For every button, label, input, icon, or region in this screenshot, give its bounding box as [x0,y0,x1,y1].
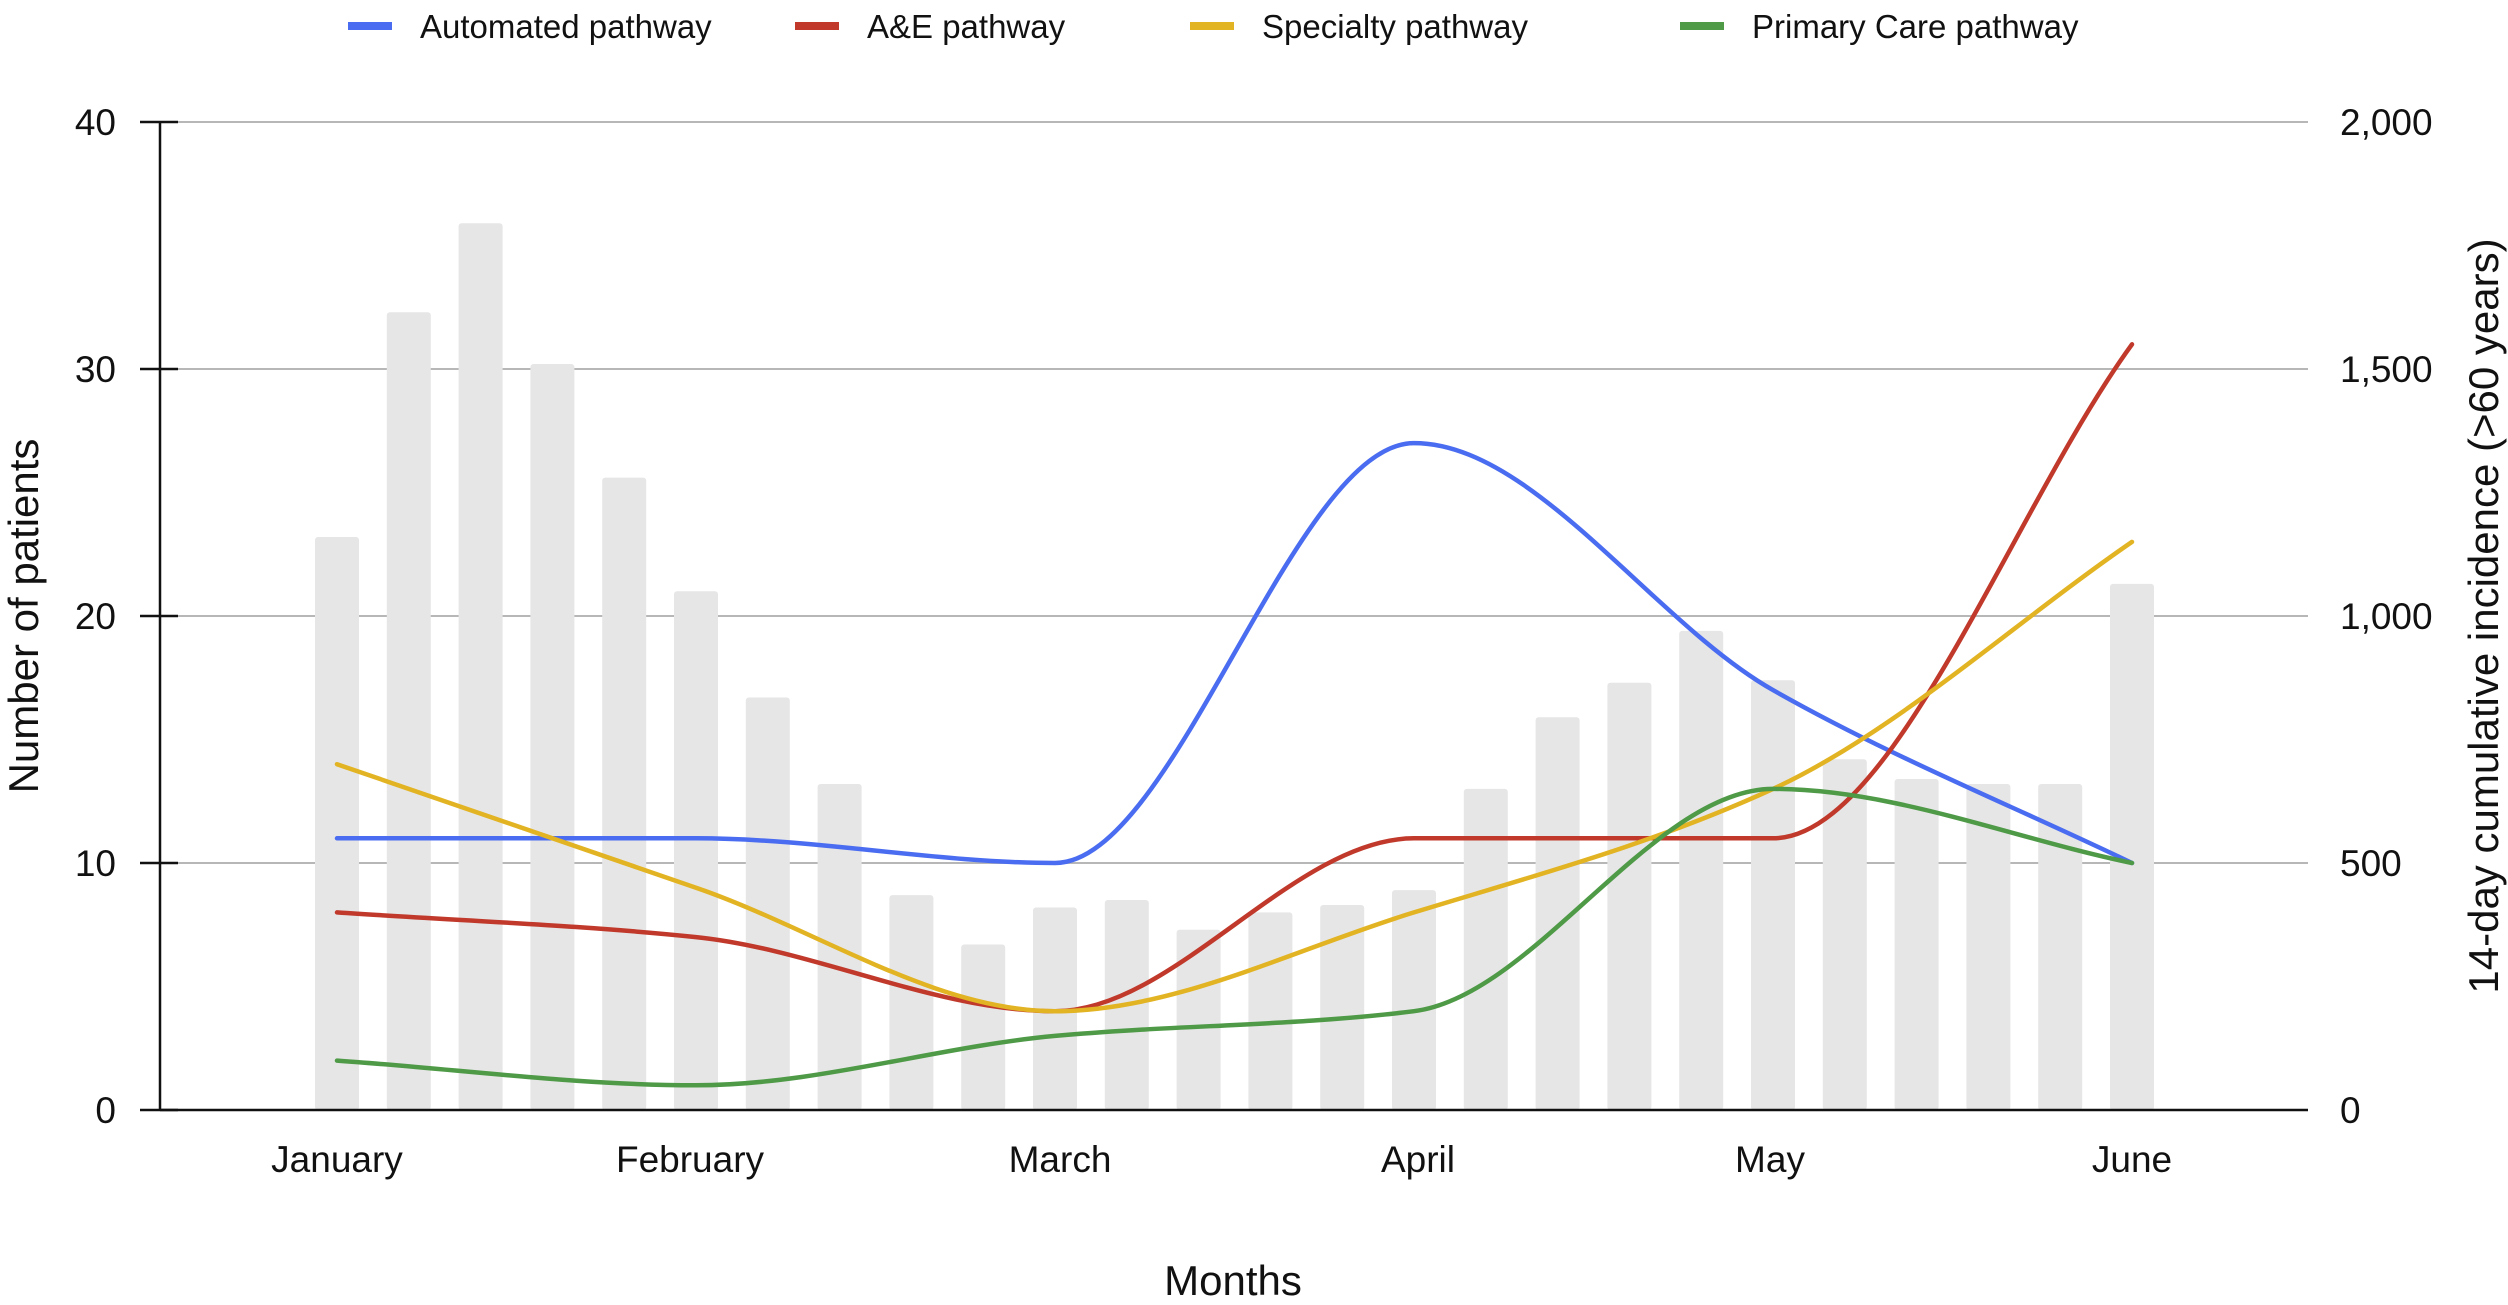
primary-care-pathway-line [334,786,2135,1088]
incidence-bar [1463,788,1508,1110]
automated-pathway-line [334,440,2135,866]
incidence-bar [1535,717,1580,1110]
aande-pathway-line [334,342,2135,1014]
x-tick-label: June [2092,1139,2172,1180]
y2-tick-label: 0 [2340,1090,2361,1131]
y2-tick-label: 1,500 [2340,349,2433,390]
y2-axis-title: 14-day cumulative incidence (>60 years) [2460,238,2507,993]
x-ticks: January February March April May June [271,1139,2172,1180]
incidence-bar [1033,907,1077,1110]
legend-item: A&E pathway [795,8,1066,45]
legend-item: Primary Care pathway [1680,8,2079,45]
right-y-ticks: 0 500 1,000 1,500 2,000 [2340,102,2433,1131]
y-tick-label: 20 [75,596,116,637]
incidence-bar [1751,680,1795,1110]
incidence-bar [458,223,503,1110]
y2-tick-label: 2,000 [2340,102,2433,143]
x-tick-label: April [1381,1139,1455,1180]
incidence-bar [602,477,647,1110]
x-tick-label: January [271,1139,403,1180]
x-tick-label: March [1009,1139,1112,1180]
legend-label: Automated pathway [420,8,712,45]
legend-label: Specialty pathway [1262,8,1528,45]
legend: Automated pathway A&E pathway Specialty pa… [348,8,2079,45]
incidence-bar [745,697,790,1110]
incidence-bar [1607,682,1652,1110]
specialty-pathway-line [334,539,2135,1014]
incidence-bar [315,536,359,1110]
y-axis-title: Number of patients [0,439,47,794]
incidence-bar [2038,783,2083,1110]
incidence-bar [1679,630,1724,1110]
legend-item: Automated pathway [348,8,712,45]
legend-label: A&E pathway [867,8,1066,45]
incidence-bar [961,944,1006,1110]
y-tick-label: 40 [75,102,116,143]
incidence-bar [1176,929,1221,1110]
incidence-bar [1392,890,1436,1110]
incidence-bar [1248,912,1293,1110]
incidence-bar [889,895,934,1110]
x-tick-label: February [616,1139,765,1180]
incidence-bar [386,312,431,1110]
y2-tick-label: 500 [2340,843,2402,884]
x-tick-label: May [1735,1139,1805,1180]
legend-label: Primary Care pathway [1752,8,2079,45]
incidence-bar [2110,583,2154,1110]
incidence-bar [1894,779,1939,1110]
x-axis-title: Months [1164,1257,1302,1304]
series-lines [334,342,2135,1088]
y-tick-label: 30 [75,349,116,390]
incidence-bar [1966,783,2011,1110]
grid [160,121,2308,864]
incidence-bar [674,591,718,1110]
incidence-bar [1320,904,1365,1110]
incidence-bar [530,364,575,1110]
y2-tick-label: 1,000 [2340,596,2433,637]
legend-item: Specialty pathway [1190,8,1528,45]
left-y-ticks: 0 10 20 30 40 [75,102,178,1131]
y-tick-label: 0 [95,1090,116,1131]
y-tick-label: 10 [75,843,116,884]
incidence-bar [1822,759,1867,1110]
